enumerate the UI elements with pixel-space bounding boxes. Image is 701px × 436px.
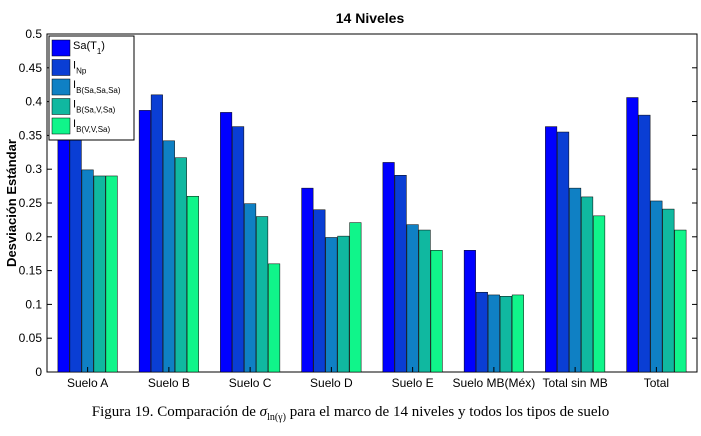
legend-label: Sa(T1) [73,40,105,56]
legend-label-main: Sa(T [73,40,97,52]
x-tick-label: Total [644,376,669,390]
x-tick-label: Total sin MB [542,376,607,390]
caption-prefix: Figura 19. Comparación de [91,404,260,420]
y-axis-label: Desviación Estándar [4,139,19,267]
bar [581,196,594,373]
bar [244,203,257,373]
y-tick-label: 0.05 [19,331,43,345]
legend-label-main: I [73,60,76,72]
y-tick-label: 0.25 [19,196,43,210]
bar [220,112,233,373]
bar [650,200,663,373]
legend-label-main: I [73,99,76,111]
caption-suffix: para el marco de 14 niveles y todos los … [285,404,610,420]
bar [406,224,419,373]
x-ticks-group: Suelo A Suelo B Suelo C Suelo D Suelo E Suelo… [67,367,669,390]
bar [463,250,476,373]
figure-caption: Figura 19. Comparación de σln(γ) para el… [0,404,701,423]
bar [662,208,675,373]
bar [430,250,443,373]
bar [232,126,245,373]
legend: Sa(T1)INpIB(Sa,Sa,Sa)IB(Sa,V,Sa)IB(V,V,S… [48,35,135,141]
legend-label-tail: ) [101,40,105,52]
bar [511,294,524,373]
legend-label: INp [73,60,87,76]
bar [394,175,407,373]
bar [626,97,639,373]
bar [475,291,488,373]
x-tick-label: Suelo A [67,376,108,390]
x-tick-label: Suelo E [392,376,434,390]
x-tick-label: Suelo B [148,376,190,390]
legend-label-sub: B(Sa,Sa,Sa) [76,86,121,95]
bar [186,195,199,373]
y-tick-label: 0.2 [25,230,42,244]
bar [105,175,118,373]
y-tick-label: 0.5 [25,27,42,41]
bar [337,235,350,373]
bar [674,229,687,373]
bar [569,187,582,373]
bar [418,229,431,373]
y-tick-label: 0.3 [25,162,42,176]
chart-title: 14 Niveles [336,10,405,26]
bar [557,131,570,373]
bar [150,94,163,373]
y-tick-label: 0.4 [25,95,42,109]
bar [545,126,558,373]
bar [301,187,314,373]
bar [325,237,338,373]
bar [382,162,395,373]
bar [93,175,106,373]
legend-label-sub: 1 [97,47,102,56]
legend-swatch [51,39,71,57]
bar [638,114,651,373]
bar [349,222,362,373]
bar [174,157,187,373]
bar [57,108,70,373]
bar [138,110,151,373]
y-tick-label: 0.35 [19,128,43,142]
bar [268,263,281,373]
legend-label-sub: B(Sa,V,Sa) [76,106,116,115]
legend-swatch [51,98,71,115]
bars-group [57,94,687,373]
bar [256,216,269,373]
bar [487,294,500,373]
x-tick-label: Suelo D [310,376,353,390]
y-ticks-group: 0 0.05 0.1 0.15 0.2 0.25 0.3 0.35 0.4 0.45 0.5 [19,27,697,379]
bar [81,169,94,373]
bar [593,215,606,373]
bar [162,140,175,373]
legend-label: IB(Sa,Sa,Sa) [73,79,121,95]
legend-label: IB(V,V,Sa) [73,118,110,134]
legend-label-main: I [73,118,76,130]
legend-swatch [51,59,71,76]
caption-symbol: σ [259,404,268,420]
caption-symbol-sub: ln(γ) [267,412,286,423]
x-tick-label: Suelo C [229,376,272,390]
y-tick-label: 0.15 [19,264,43,278]
y-tick-label: 0 [35,365,42,379]
y-tick-label: 0.1 [25,297,42,311]
y-tick-label: 0.45 [19,61,43,75]
legend-label-sub: Np [76,67,87,76]
bar [69,108,82,373]
bar [313,209,326,373]
legend-label-sub: B(V,V,Sa) [76,125,110,134]
bar [499,296,512,373]
x-tick-label: Suelo MB(Méx) [453,376,536,390]
legend-label: IB(Sa,V,Sa) [73,99,116,115]
legend-swatch [51,78,71,96]
legend-label-main: I [73,79,76,91]
legend-swatch [51,117,71,135]
